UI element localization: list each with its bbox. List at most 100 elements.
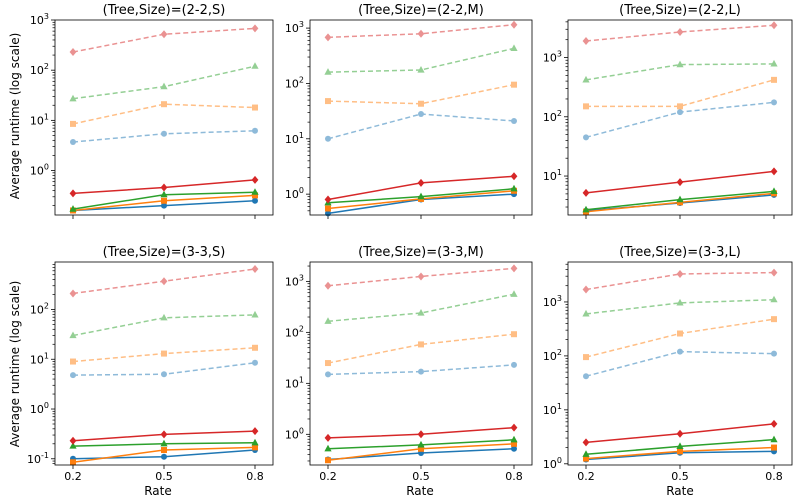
panel-title: (Tree,Size)=(2-2,S) [103,3,226,18]
series-green-solid [324,184,518,206]
x-tick-label: 0.2 [319,470,337,483]
data-point [676,195,684,203]
plot-frame [309,19,533,216]
series-green-solid [69,188,259,212]
series-blue-dashed [70,127,258,146]
data-point [770,268,778,277]
series-red-solid [582,419,778,447]
series-green-solid [582,435,778,457]
series-orange-dashed [70,344,258,365]
data-point [771,316,777,323]
plot-frame [567,19,793,216]
data-point [251,62,259,69]
series-red-solid [69,175,259,198]
data-point [770,295,778,303]
data-point [583,103,589,110]
panel-5: (Tree,Size)=(3-3,M) 100 101 102 103 0.2 0.5 0.8 [285,245,533,483]
data-point [69,48,77,57]
series-line [327,333,515,364]
series-line [327,267,515,287]
data-point [676,429,684,438]
data-point [582,37,590,46]
panel-title: (Tree,Size)=(3-3,M) [358,245,484,260]
data-point [582,205,590,213]
data-point [676,269,684,278]
panel-title: (Tree,Size)=(3-3,S) [103,245,226,260]
series-orange-solid [583,444,777,462]
x-tick-label: 0.8 [765,470,783,483]
data-point [69,205,77,212]
data-point [511,331,517,338]
data-point [511,81,517,88]
data-point [160,30,168,39]
data-point [417,272,425,281]
series-orange-dashed [583,76,777,110]
data-point [582,309,590,317]
series-line [327,47,515,73]
x-tick-label: 0.2 [64,470,82,483]
data-point [252,444,258,451]
y-tick-label: 101 [30,112,49,127]
data-point [510,423,518,432]
y-tick-label: 101 [285,131,304,146]
panel-title: (Tree,Size)=(2-2,L) [619,3,741,18]
data-point [582,450,590,457]
data-point [161,371,167,378]
x-tick-label: 0.5 [155,470,173,483]
x-axis-label-left: Rate [144,484,172,498]
y-axis-label-bottom: Average runtime (log scale) [8,281,22,448]
series-orange-solid [325,440,517,464]
series-green-dashed [324,290,518,324]
data-point [417,29,425,38]
data-point [252,192,258,199]
data-point [69,436,77,445]
data-point [676,60,684,68]
data-point [677,109,683,116]
data-point [325,205,331,212]
data-point [582,75,590,83]
series-red-solid [582,167,778,197]
series-red-dashed [324,264,518,290]
data-point [161,197,167,204]
data-point [251,427,259,436]
panel-4: (Tree,Size)=(3-3,S) 10-1 100 101 102 0.2 0.5 0.… [27,245,274,483]
data-point [510,184,518,192]
plot-frame [309,261,533,466]
data-point [418,100,424,107]
data-point [70,139,76,146]
plot-frame [54,261,274,466]
data-point [676,27,684,36]
data-point [160,82,168,90]
data-point [324,444,332,452]
y-tick-label: 103 [285,273,304,288]
panel-6: (Tree,Size)=(3-3,L) 100 101 102 103 0.2 0.5 0.8 [543,245,793,483]
data-point [511,445,517,452]
series-red-dashed [582,268,778,294]
data-point [770,59,778,67]
series-green-dashed [324,44,518,75]
series-line [72,103,256,125]
data-point [417,430,425,439]
data-point [160,439,168,447]
data-point [770,167,778,176]
data-point [511,117,517,124]
y-tick-label: 101 [30,351,49,366]
data-point [69,289,77,298]
series-red-dashed [582,21,778,46]
series-blue-dashed [583,99,777,141]
y-tick-label: 101 [543,402,562,417]
data-point [325,360,331,367]
series-green-solid [69,438,259,449]
series-line [327,364,515,376]
series-blue-dashed [325,361,517,378]
data-point [510,44,518,51]
series-red-solid [324,423,518,442]
series-red-dashed [69,24,259,57]
data-point [69,94,77,102]
data-point [510,172,518,181]
panel-1: (Tree,Size)=(2-2,S) 100 101 102 103 [30,3,274,219]
series-red-solid [324,172,518,204]
data-point [251,175,259,184]
data-point [770,435,778,443]
